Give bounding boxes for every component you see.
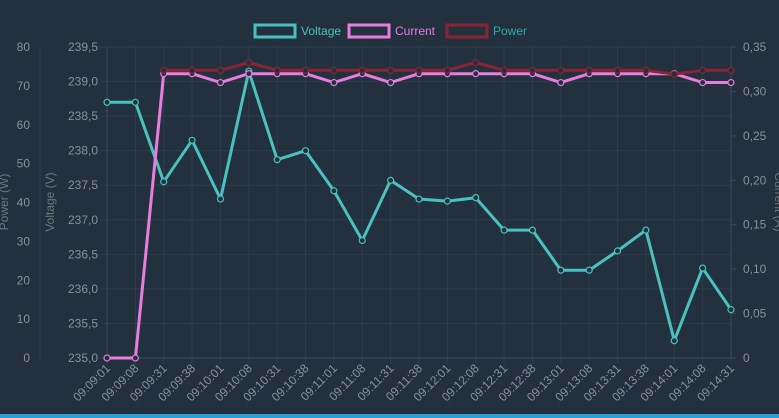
voltage-tick-label: 238,5 [68, 109, 98, 123]
power-point [528, 66, 537, 74]
voltage-point [613, 247, 622, 255]
grid [39, 46, 732, 364]
voltage-point [727, 306, 735, 314]
voltage-tick-label: 235,0 [68, 351, 98, 365]
voltage-point [216, 195, 225, 203]
power-point [727, 66, 735, 74]
current-axis-title: Current (A) [772, 172, 779, 231]
power-point [585, 66, 593, 74]
power-point [387, 66, 395, 74]
power-tick-label: 10 [17, 312, 31, 326]
voltage-point [585, 266, 593, 274]
power-point [245, 58, 253, 67]
power-point [358, 66, 366, 74]
current-legend-label: Current [395, 24, 436, 38]
voltage-point [103, 98, 111, 106]
current-point [216, 78, 225, 87]
current-point [131, 354, 139, 362]
power-tick-label: 60 [17, 118, 31, 132]
power-tick-label: 80 [17, 40, 31, 54]
power-point [443, 66, 451, 74]
power-point [699, 66, 707, 74]
power-point [216, 66, 225, 74]
power-legend-label: Power [493, 24, 527, 38]
current-tick-label: 0,15 [743, 218, 767, 232]
voltage-point [160, 178, 168, 186]
voltage-tick-label: 237,5 [68, 178, 98, 192]
voltage-tick-label: 236,0 [68, 282, 98, 296]
power-tick-label: 50 [17, 157, 31, 171]
voltage-point [557, 266, 565, 274]
voltage-point [131, 98, 139, 106]
current-tick-label: 0 [743, 351, 750, 365]
power-point [642, 66, 650, 74]
voltage-axis: 235,0 235,5 236,0 236,5 237,0 237,5 238,0 238,5… [43, 40, 98, 365]
current-axis: 0 0,05 0,10 0,15 0,20 0,25 0,30 0,35 Current (A) [731, 40, 779, 365]
power-tick-label: 40 [17, 196, 31, 210]
voltage-point [188, 136, 196, 144]
voltage-point [387, 176, 395, 184]
power-tick-label: 30 [17, 234, 31, 248]
power-point [557, 66, 565, 74]
power-point [301, 66, 310, 74]
legend: Voltage Current Power [253, 23, 527, 39]
voltage-point [358, 236, 366, 245]
voltage-tick-label: 239,5 [68, 40, 98, 54]
voltage-legend-swatch [253, 23, 297, 39]
voltage-point [500, 226, 508, 234]
current-point [699, 78, 707, 87]
power-point [500, 66, 508, 74]
voltage-point [528, 226, 537, 234]
voltage-point [472, 194, 480, 202]
current-point [103, 354, 111, 362]
x-axis: 09:09:0109:09:0809:09:3109:09:3809:10:01… [70, 361, 737, 404]
voltage-tick-label: 239,0 [68, 75, 98, 89]
power-point [670, 70, 678, 78]
current-tick-label: 0,25 [743, 129, 767, 143]
voltage-point [670, 337, 678, 345]
current-tick-label: 0,10 [743, 262, 767, 276]
power-point [415, 66, 423, 74]
power-tick-label: 70 [17, 79, 31, 93]
voltage-tick-label: 235,5 [68, 316, 98, 330]
power-point [188, 66, 196, 74]
voltage-point [330, 187, 338, 195]
voltage-legend-label: Voltage [301, 24, 341, 38]
current-point [387, 78, 395, 87]
power-point [472, 58, 480, 67]
current-point [727, 78, 735, 87]
voltage-point [415, 195, 423, 203]
current-tick-label: 0,20 [743, 173, 767, 187]
voltage-tick-label: 236,5 [68, 247, 98, 261]
bottom-accent-bar [0, 414, 779, 418]
voltage-point [642, 226, 650, 234]
voltage-tick-label: 238,0 [68, 144, 98, 158]
power-legend-swatch [445, 23, 489, 39]
power-point [613, 66, 622, 74]
power-point [273, 66, 281, 74]
current-point [330, 78, 338, 87]
series-layer [103, 58, 735, 362]
voltage-axis-title: Voltage (V) [43, 172, 57, 231]
current-point [472, 70, 480, 78]
voltage-point [273, 156, 281, 164]
voltage-point [699, 264, 707, 272]
power-axis-title: Power (W) [0, 174, 11, 231]
voltage-point [443, 197, 451, 205]
power-tick-label: 0 [23, 351, 30, 365]
power-point [330, 66, 338, 74]
current-point [557, 78, 565, 87]
current-point [245, 70, 253, 78]
current-tick-label: 0,35 [743, 40, 767, 54]
voltage-tick-label: 237,0 [68, 213, 98, 227]
power-point [160, 66, 168, 74]
power-tick-label: 20 [17, 273, 31, 287]
voltage-point [301, 147, 310, 155]
power-axis: 0 10 20 30 40 50 60 70 80 Power (W) [0, 40, 30, 365]
current-tick-label: 0,05 [743, 307, 767, 321]
current-tick-label: 0,30 [743, 84, 767, 98]
current-legend-swatch [347, 23, 391, 39]
